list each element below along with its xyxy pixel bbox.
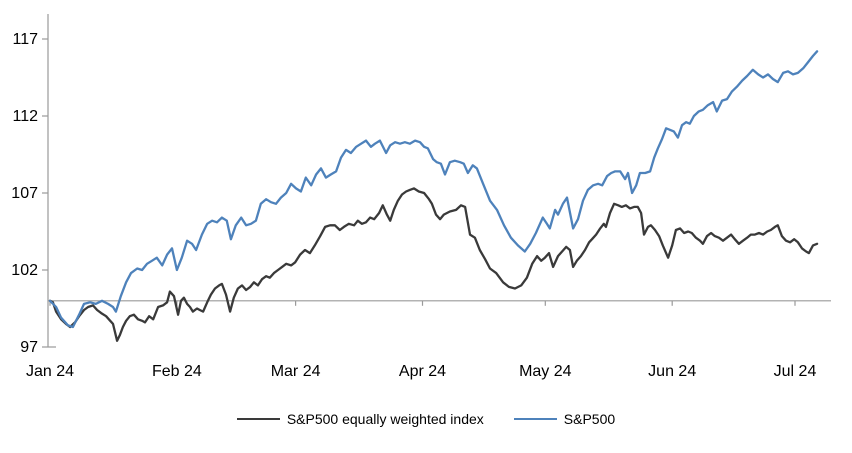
y-tick-label: 102: [11, 262, 38, 279]
x-tick-label: Jan 24: [26, 363, 74, 380]
y-tick-label: 117: [12, 31, 38, 48]
legend-item-equal-weight: S&P500 equally weighted index: [236, 411, 484, 427]
x-tick-label: May 24: [519, 363, 572, 380]
y-tick-label: 107: [11, 185, 38, 202]
x-tick-label: Jul 24: [774, 363, 817, 380]
legend-line-sample-sp500: [513, 417, 557, 421]
legend-line-sample-equal-weight: [236, 417, 280, 421]
y-tick-label: 112: [12, 108, 38, 125]
legend-label-equal-weight: S&P500 equally weighted index: [286, 411, 484, 427]
x-tick-label: Mar 24: [271, 363, 321, 380]
y-tick-label: 97: [20, 339, 38, 356]
series-line-equal-weight: [48, 187, 819, 342]
legend-item-sp500: S&P500: [513, 411, 616, 427]
x-tick-label: Feb 24: [152, 363, 202, 380]
series-line-sp500: [48, 50, 819, 329]
x-tick-label: Apr 24: [399, 363, 446, 380]
chart-legend: S&P500 equally weighted index S&P500: [0, 411, 852, 427]
legend-label-sp500: S&P500: [563, 411, 616, 427]
x-tick-label: Jun 24: [648, 363, 696, 380]
